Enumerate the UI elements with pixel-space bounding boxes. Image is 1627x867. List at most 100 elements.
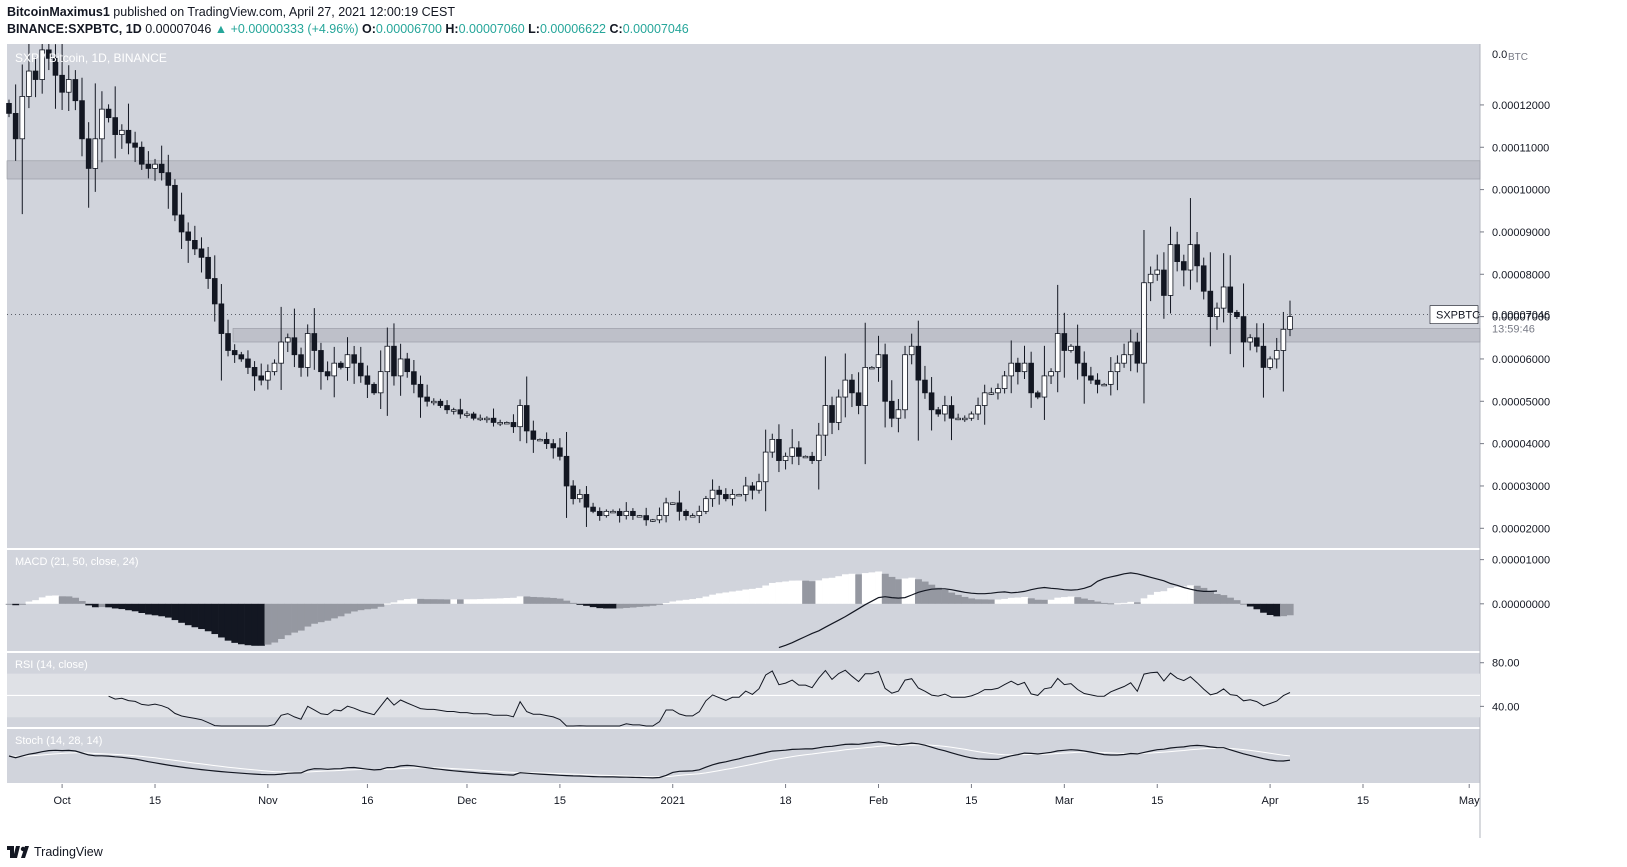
candle-down <box>1254 337 1260 347</box>
time-tick-label: 15 <box>149 795 161 807</box>
candle-down <box>205 256 211 279</box>
candle-down <box>1260 345 1267 368</box>
candle-down <box>583 494 590 508</box>
macd-histogram-bar <box>941 589 949 604</box>
candle-down <box>855 392 862 406</box>
macd-histogram-bar <box>151 603 159 616</box>
candle-down <box>417 383 424 398</box>
macd-histogram-bar <box>848 573 856 604</box>
candle-up <box>842 379 849 398</box>
tradingview-logo[interactable]: TradingView <box>7 845 103 859</box>
candle-down <box>776 438 782 461</box>
candle-up <box>862 367 869 406</box>
candle-down <box>178 214 185 233</box>
macd-histogram-bar <box>178 603 186 623</box>
macd-histogram-bar <box>125 603 133 611</box>
candle-down <box>298 354 304 368</box>
symbol-tag-label: SXPBTC <box>1436 310 1480 322</box>
macd-histogram-bar <box>609 603 617 609</box>
macd-histogram-bar <box>802 580 810 604</box>
macd-histogram-bar <box>822 578 830 604</box>
candle-down <box>225 333 231 351</box>
candle-up <box>450 409 457 412</box>
macd-histogram-bar <box>583 603 591 606</box>
rsi-line <box>108 669 1291 727</box>
candle-down <box>590 506 596 512</box>
candle-down <box>570 485 576 500</box>
candle-up <box>942 405 948 415</box>
candle-up <box>895 409 902 419</box>
candle-up <box>968 413 975 419</box>
candle-down <box>1015 362 1021 373</box>
price-chart[interactable]: MACD (21, 50, close, 24) RSI (14, close)… <box>0 44 1627 838</box>
candle-up <box>756 481 762 491</box>
candle-down <box>1088 375 1094 381</box>
candle-up <box>835 396 842 423</box>
macd-histogram-bar <box>875 571 883 604</box>
macd-histogram-bar <box>1100 602 1108 604</box>
close-label: C: <box>609 22 623 36</box>
macd-histogram-bar <box>795 580 803 604</box>
macd-histogram-bar <box>423 599 431 604</box>
macd-tick-label: 0.00001000 <box>1492 555 1550 567</box>
macd-histogram-bar <box>1061 597 1068 604</box>
candle-down <box>1194 244 1200 267</box>
candle-up <box>1054 333 1061 373</box>
macd-histogram-bar <box>18 603 26 605</box>
macd-histogram-bar <box>503 597 511 604</box>
candle-down <box>1034 392 1041 398</box>
macd-histogram-bar <box>968 598 976 604</box>
macd-histogram-bar <box>1160 591 1168 604</box>
macd-histogram-bar <box>530 596 537 604</box>
candle-down <box>371 383 377 394</box>
price-tick-label: 0.00007000 <box>1492 312 1550 324</box>
candle-down <box>1200 265 1207 292</box>
candle-up <box>497 422 503 425</box>
macd-histogram-bar <box>1047 599 1055 604</box>
candle-up <box>789 447 795 457</box>
candle-up <box>430 400 437 404</box>
time-tick-label: 15 <box>1357 795 1369 807</box>
macd-histogram-bar <box>742 589 750 604</box>
macd-histogram-bar <box>569 602 577 604</box>
tradingview-icon <box>7 846 29 858</box>
candle-up <box>384 345 391 373</box>
macd-histogram-bar <box>204 603 212 632</box>
candle-up <box>1041 375 1048 398</box>
macd-histogram-bar <box>344 603 352 614</box>
macd-histogram-bar <box>1134 602 1141 604</box>
macd-tick-label: 0.00000000 <box>1492 599 1550 611</box>
macd-histogram-bar <box>629 603 637 608</box>
price-tick-label: 0.00005000 <box>1492 396 1550 408</box>
macd-histogram-bar <box>1041 599 1049 604</box>
bar-countdown: 13:59:46 <box>1492 324 1535 336</box>
macd-histogram-bar <box>496 598 504 604</box>
candle-down <box>523 405 530 432</box>
macd-histogram-bar <box>1200 587 1208 604</box>
candle-up <box>1214 307 1220 318</box>
macd-histogram-bar <box>656 603 664 605</box>
macd-histogram-bar <box>78 601 86 604</box>
macd-histogram-bar <box>649 603 657 606</box>
author-name[interactable]: BitcoinMaximus1 <box>7 5 110 19</box>
candle-up <box>1247 337 1253 343</box>
macd-histogram-bar <box>337 603 345 617</box>
low-value: 0.00006622 <box>539 22 606 36</box>
candle-down <box>424 396 430 402</box>
macd-histogram-bar <box>463 599 471 604</box>
macd-histogram-bar <box>510 597 518 604</box>
candle-up <box>1048 371 1054 377</box>
macd-histogram-bar <box>91 603 99 608</box>
macd-histogram-bar <box>1280 603 1287 617</box>
macd-histogram-bar <box>543 597 551 604</box>
last-price: 0.00007046 <box>145 22 212 36</box>
unit-label: BTC <box>1508 52 1528 63</box>
candle-down <box>616 510 623 516</box>
candle-down <box>185 231 191 241</box>
candle-down <box>716 489 722 495</box>
macd-histogram-bar <box>589 603 597 608</box>
candle-up <box>1121 354 1127 364</box>
candle-up <box>1001 375 1008 389</box>
candle-down <box>251 367 258 377</box>
macd-histogram-bar <box>682 599 690 604</box>
